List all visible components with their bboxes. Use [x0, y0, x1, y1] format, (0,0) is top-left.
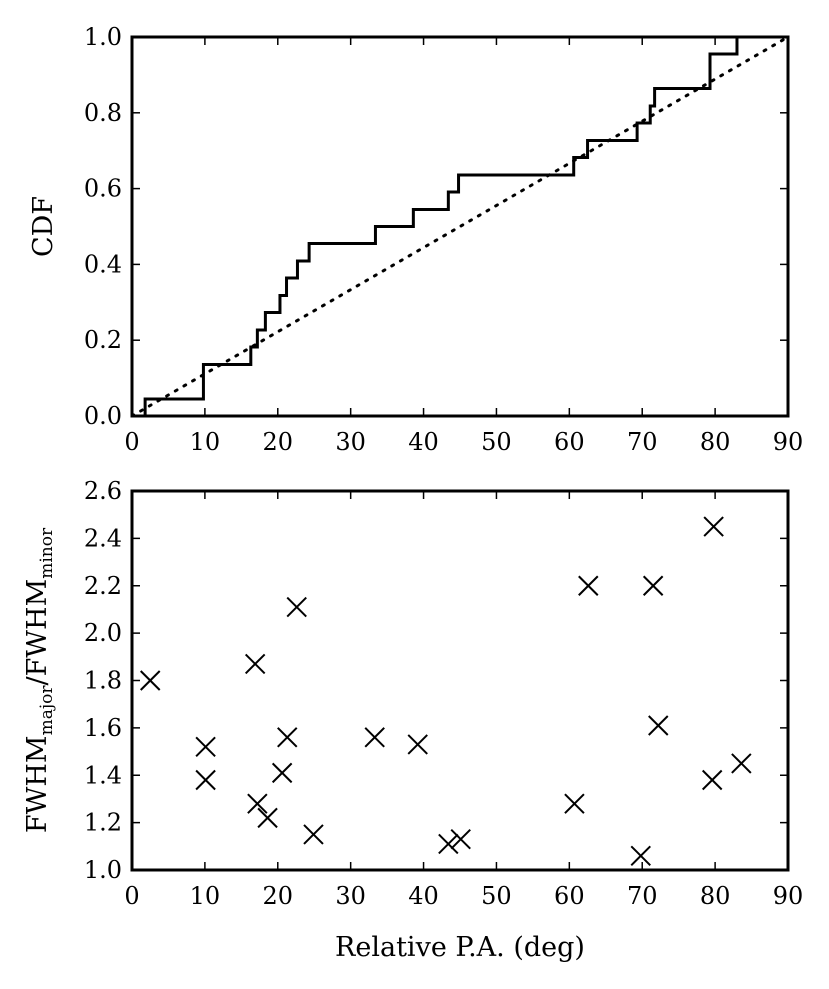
scatter-point	[701, 769, 723, 791]
scatter-point	[564, 793, 585, 814]
scatter-point	[630, 845, 651, 866]
x-tick-label: 20	[263, 882, 294, 910]
scatter-point	[438, 833, 459, 855]
y-tick-label: 1.0	[84, 856, 122, 884]
x-tick-label: 40	[408, 428, 439, 456]
scatter-point	[407, 734, 428, 755]
scatter-point	[450, 828, 471, 850]
y-tick-label: 0.0	[84, 402, 122, 430]
y-tick-label: 1.8	[84, 667, 122, 695]
scatter-point	[277, 727, 298, 748]
x-tick-label: 70	[627, 882, 658, 910]
y-tick-label: 1.4	[84, 761, 122, 789]
cdf-step-line	[143, 37, 788, 416]
x-tick-label: 80	[700, 882, 731, 910]
bottom-data-layer	[140, 516, 752, 866]
scatter-point	[195, 736, 216, 758]
y-tick-label: 2.6	[84, 477, 122, 505]
x-tick-label: 60	[554, 882, 585, 910]
x-tick-label: 90	[773, 428, 804, 456]
x-tick-label: 80	[700, 428, 731, 456]
scatter-point	[703, 516, 724, 537]
y-tick-label: 1.2	[84, 809, 122, 837]
x-tick-label: 60	[554, 428, 585, 456]
y-tick-label: 0.6	[84, 175, 122, 203]
y-tick-label: 0.4	[84, 250, 122, 278]
scatter-point	[642, 575, 664, 596]
x-tick-label: 40	[408, 882, 439, 910]
scatter-point	[364, 727, 385, 748]
x-tick-label: 0	[124, 882, 139, 910]
scatter-point	[648, 715, 669, 736]
scatter-point	[286, 596, 307, 618]
x-tick-label: 0	[124, 428, 139, 456]
y-tick-label: 1.0	[84, 23, 122, 51]
scatter-point	[578, 575, 599, 596]
x-tick-label: 50	[481, 882, 512, 910]
x-tick-label: 70	[627, 428, 658, 456]
y-tick-label: 1.6	[84, 714, 122, 742]
y-tick-label: 0.2	[84, 326, 122, 354]
y-tick-label: 2.2	[84, 572, 122, 600]
top-axes-frame	[130, 35, 790, 418]
x-tick-label: 20	[263, 428, 294, 456]
cdf-plot: 0 10 20 30 40 50 60 70 80 90 0.0 0.2 0.4 0.6 0.8 1.0 CDF	[28, 23, 804, 456]
y-axis-label: CDF	[28, 196, 59, 257]
scatter-point	[303, 824, 324, 845]
x-tick-label: 10	[190, 882, 221, 910]
y-axis-label: FWHMmajor/FWHMminor	[22, 527, 57, 833]
x-tick-label: 30	[335, 882, 366, 910]
x-tick-label: 10	[190, 428, 221, 456]
y-tick-label: 2.4	[84, 524, 122, 552]
y-tick-label: 2.0	[84, 619, 122, 647]
scatter-point	[244, 653, 266, 675]
uniform-reference-line	[132, 37, 788, 416]
scatter-point	[731, 753, 752, 774]
top-data-layer	[132, 37, 788, 416]
scatter-point	[247, 793, 268, 814]
x-tick-label: 50	[481, 428, 512, 456]
scatter-point	[140, 670, 161, 691]
x-axis-label: Relative P.A. (deg)	[335, 932, 585, 963]
scatter-point	[257, 807, 278, 829]
scatter-point	[271, 762, 293, 784]
y-tick-label: 0.8	[84, 99, 122, 127]
x-tick-label: 30	[335, 428, 366, 456]
bottom-axes-frame	[130, 489, 790, 872]
scatter-point	[195, 769, 216, 791]
x-tick-label: 90	[773, 882, 804, 910]
ratio-scatter-plot: 0 10 20 30 40 50 60 70 80 90 1.0 1.2 1.4 1.6 1.8 2.0 2.2…	[22, 477, 803, 963]
